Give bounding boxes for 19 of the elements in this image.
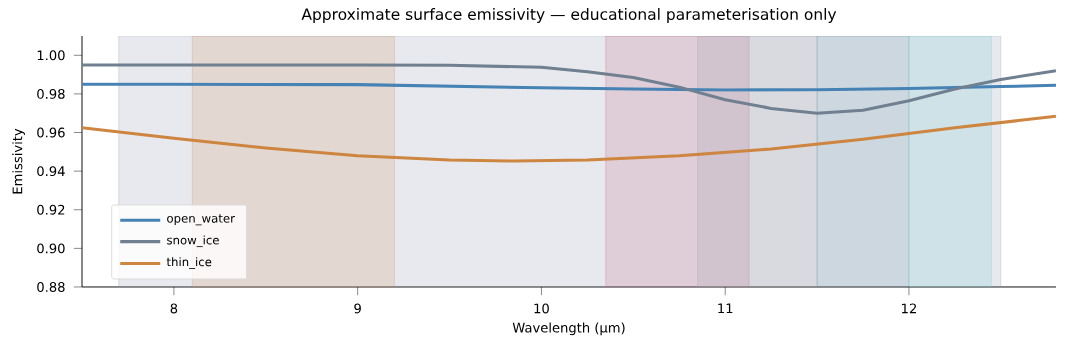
x-tick-label: 8 <box>170 303 178 314</box>
x-tick-label: 10 <box>534 303 549 314</box>
x-tick-label: 12 <box>902 303 916 314</box>
y-tick-label: 0.94 <box>37 166 65 177</box>
x-tick-label: 9 <box>354 303 361 314</box>
y-tick-label: 0.90 <box>37 243 65 254</box>
y-tick-label: 1.00 <box>37 50 65 61</box>
legend-label: open_water <box>167 214 235 226</box>
y-tick-label: 0.98 <box>37 88 65 99</box>
x-tick-label: 11 <box>718 303 733 314</box>
y-tick-label: 0.96 <box>37 127 65 138</box>
legend-label: thin_ice <box>166 257 212 269</box>
x-axis-title: Wavelength (µm) <box>512 322 625 336</box>
legend-label: snow_ice <box>167 235 219 248</box>
y-axis-title: Emissivity <box>12 128 25 194</box>
chart-title: Approximate surface emissivity — educational parameterisation only <box>301 8 837 24</box>
line-series <box>82 114 1056 163</box>
y-tick-label: 0.88 <box>37 282 65 292</box>
y-tick-label: 0.92 <box>37 204 65 215</box>
